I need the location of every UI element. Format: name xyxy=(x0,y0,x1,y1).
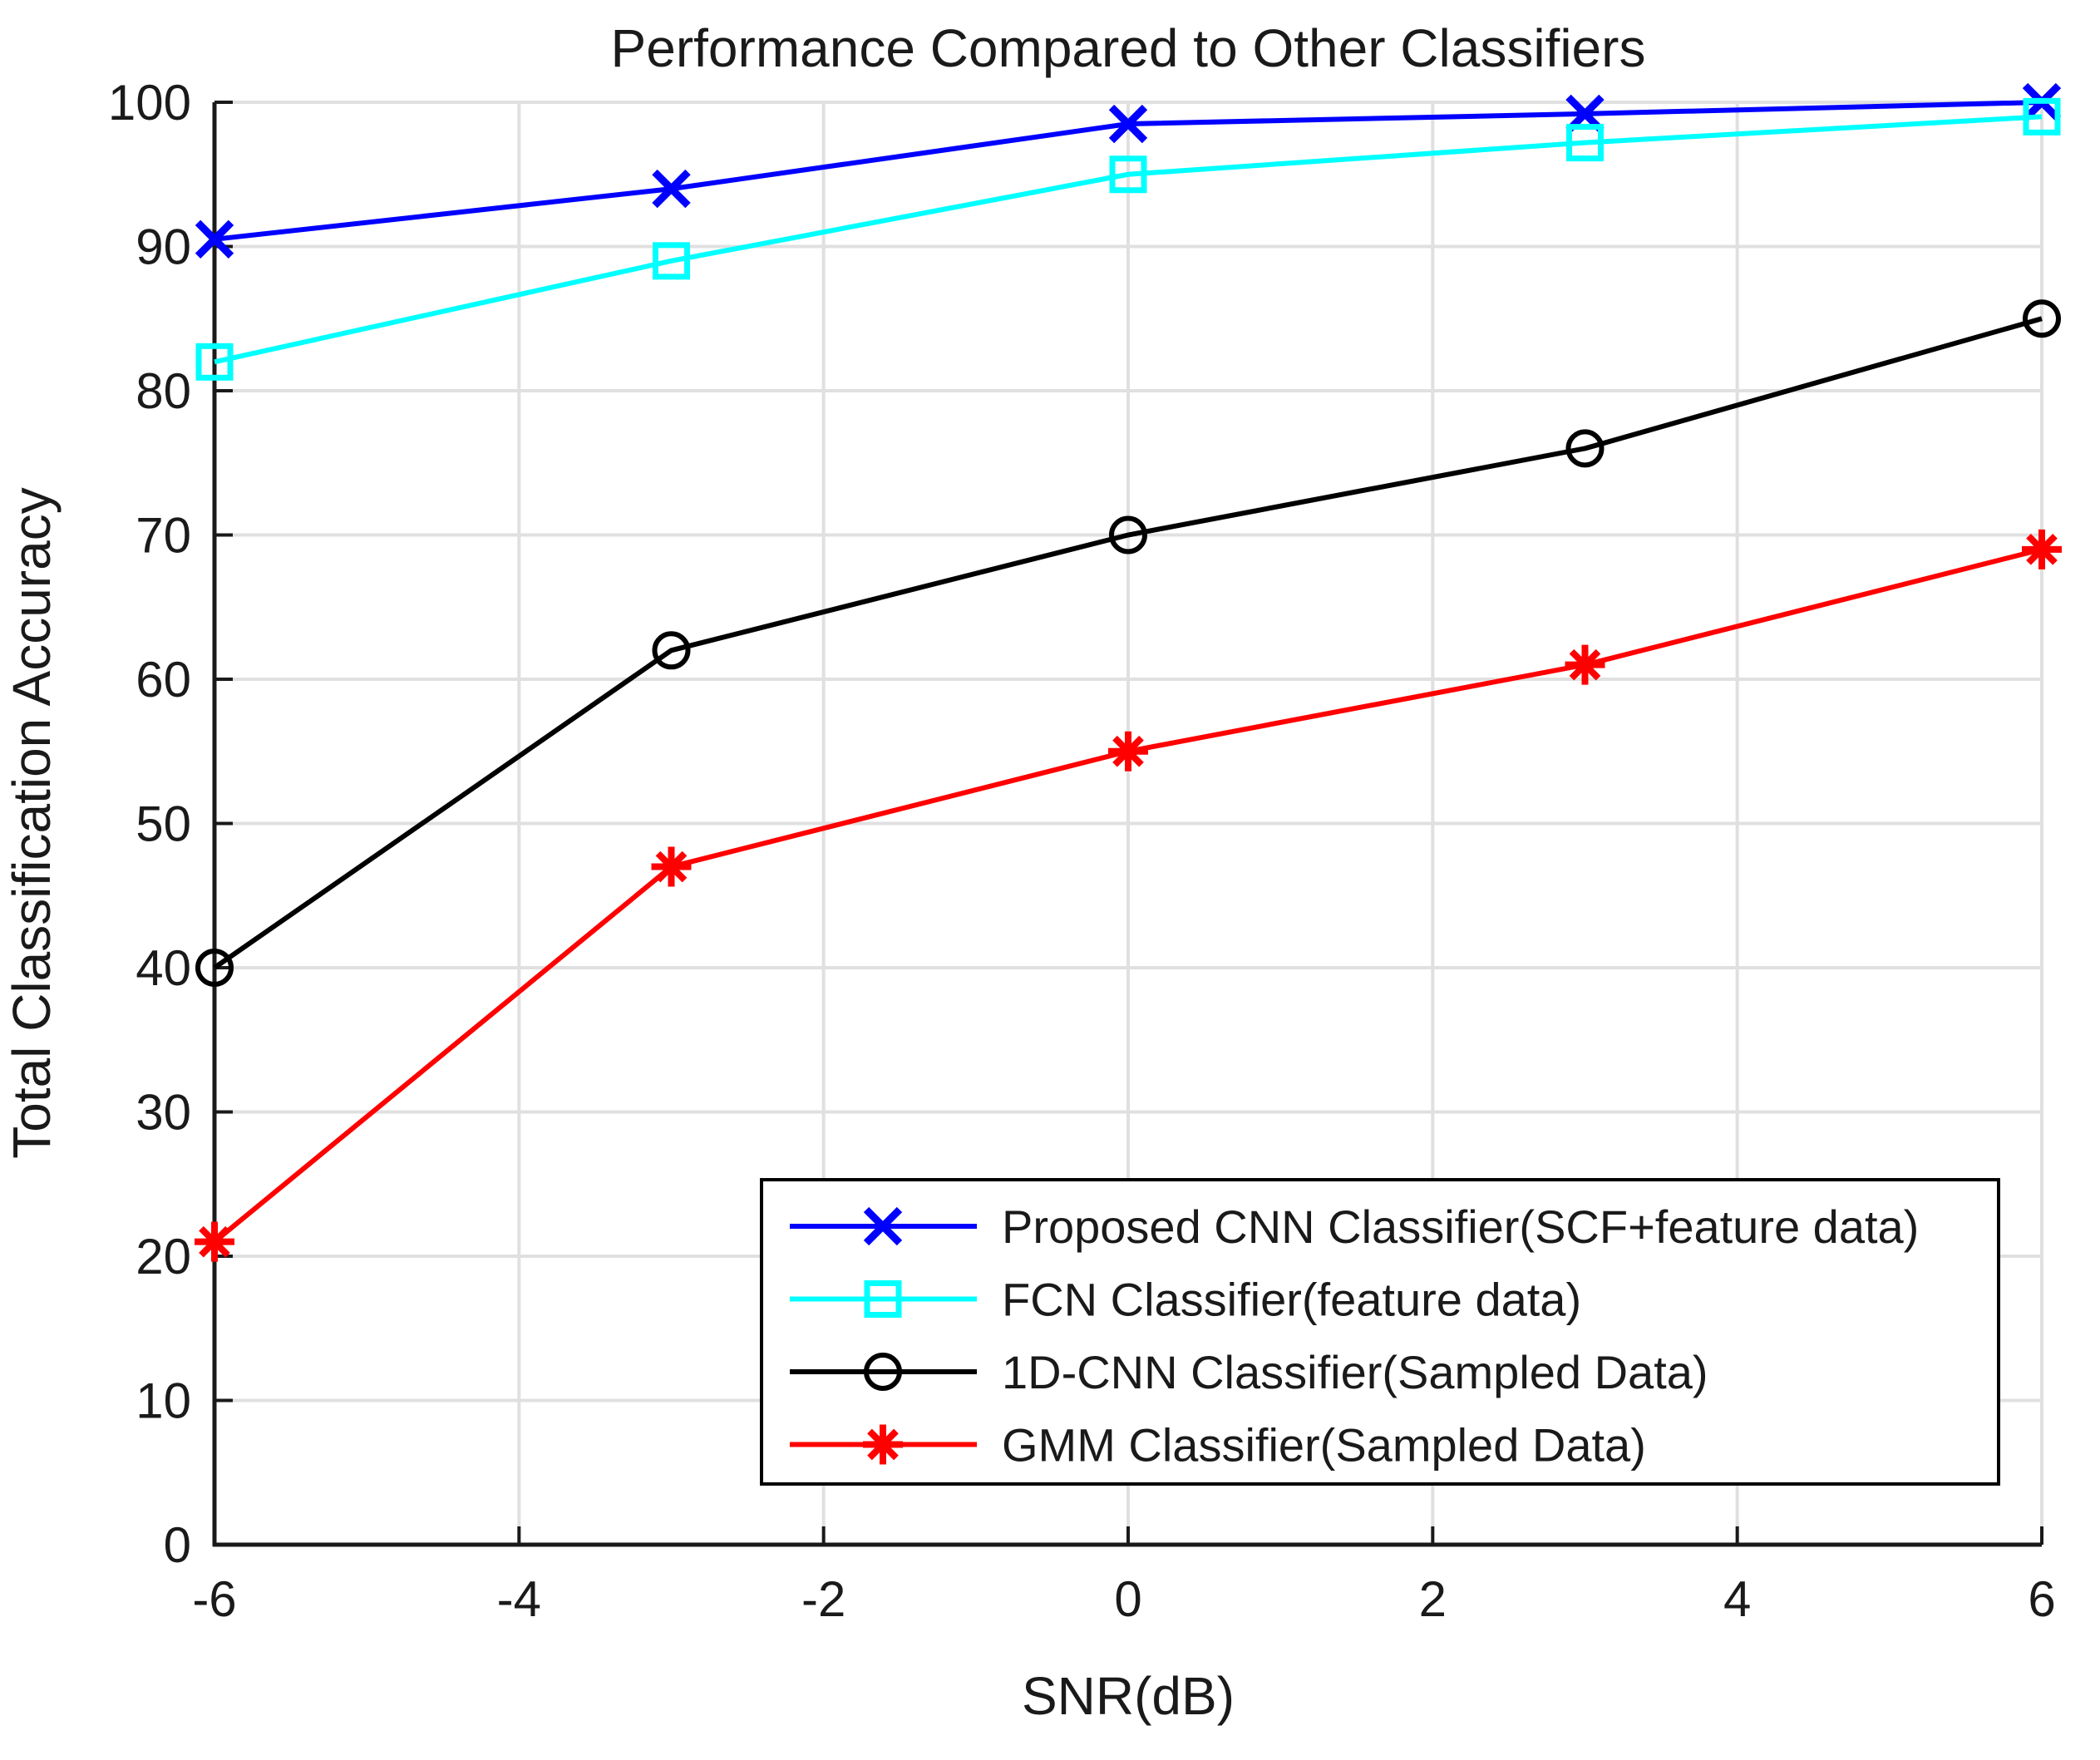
y-tick-label: 40 xyxy=(136,940,191,996)
legend-label: Proposed CNN Classifier(SCF+feature data… xyxy=(1002,1200,1919,1253)
data-point-marker xyxy=(653,242,690,280)
asterisk-marker-glyph xyxy=(1565,644,1605,685)
legend: Proposed CNN Classifier(SCF+feature data… xyxy=(760,1178,2000,1486)
data-point-marker xyxy=(2023,97,2061,136)
legend-label: FCN Classifier(feature data) xyxy=(1002,1274,1581,1326)
legend-entry: Proposed CNN Classifier(SCF+feature data… xyxy=(790,1200,1919,1253)
y-tick-label: 0 xyxy=(164,1517,191,1573)
x-tick-label: 2 xyxy=(1419,1571,1447,1627)
series-line-3 xyxy=(213,316,2043,970)
data-point-marker xyxy=(1109,515,1147,555)
circle-marker-glyph xyxy=(652,631,691,670)
data-point-marker xyxy=(652,169,691,209)
x-axis-label: SNR(dB) xyxy=(1022,1666,1235,1726)
legend-entry: 1D-CNN Classifier(Sampled Data) xyxy=(790,1346,1708,1398)
data-point-marker xyxy=(864,1280,902,1318)
data-point-marker xyxy=(652,631,691,670)
x-marker-glyph xyxy=(863,1206,903,1246)
circle-marker-glyph xyxy=(2023,299,2061,338)
data-point-marker xyxy=(651,846,692,887)
square-marker-glyph xyxy=(1109,155,1147,194)
legend-entry: FCN Classifier(feature data) xyxy=(790,1274,1581,1326)
legend-box xyxy=(760,1178,2000,1486)
x-tick-label: 6 xyxy=(2028,1571,2055,1627)
data-point-marker xyxy=(863,1206,903,1246)
asterisk-marker-glyph xyxy=(2022,529,2062,569)
x-tick-label: -2 xyxy=(801,1571,845,1627)
x-tick-label: 4 xyxy=(1723,1571,1751,1627)
circle-marker-glyph xyxy=(1109,515,1147,555)
asterisk-marker-glyph xyxy=(651,846,692,887)
data-point-marker xyxy=(1565,644,1605,685)
square-marker-glyph xyxy=(864,1280,902,1318)
y-tick-label: 20 xyxy=(136,1229,191,1284)
x-tick-label: -4 xyxy=(497,1571,541,1627)
data-point-marker xyxy=(863,1424,903,1465)
y-tick-label: 60 xyxy=(136,652,191,707)
data-point-marker xyxy=(1108,104,1148,144)
data-point-marker xyxy=(1566,124,1604,162)
y-tick-label: 30 xyxy=(136,1085,191,1141)
circle-marker-glyph xyxy=(1565,429,1605,468)
legend-label: 1D-CNN Classifier(Sampled Data) xyxy=(1002,1346,1708,1398)
data-point-marker xyxy=(1108,731,1148,772)
data-point-marker xyxy=(2022,529,2062,569)
series-group xyxy=(195,82,2062,1262)
asterisk-marker-glyph xyxy=(1108,731,1148,772)
data-point-marker xyxy=(864,1353,902,1391)
x-marker-glyph xyxy=(652,169,691,209)
asterisk-marker-glyph xyxy=(195,1221,234,1262)
y-tick-label: 90 xyxy=(136,219,191,275)
y-axis-label: Total Classification Accuracy xyxy=(2,487,62,1158)
chart-title: Performance Compared to Other Classifier… xyxy=(611,18,1646,78)
legend-label: GMM Classifier(Sampled Data) xyxy=(1002,1419,1646,1472)
square-marker-glyph xyxy=(653,242,690,280)
square-marker-glyph xyxy=(1566,124,1604,162)
series-line-2 xyxy=(214,114,2043,365)
legend-entry: GMM Classifier(Sampled Data) xyxy=(790,1419,1646,1472)
y-tick-label: 80 xyxy=(136,363,191,419)
x-marker-glyph xyxy=(195,219,234,259)
square-marker-glyph xyxy=(195,343,234,381)
data-point-marker xyxy=(195,219,234,259)
y-tick-label: 70 xyxy=(136,508,191,564)
data-point-marker xyxy=(1109,155,1147,194)
circle-marker-glyph xyxy=(195,949,234,987)
data-point-marker xyxy=(1565,429,1605,468)
asterisk-marker-glyph xyxy=(863,1424,903,1465)
data-point-marker xyxy=(2023,299,2061,338)
data-point-marker xyxy=(195,949,234,987)
y-tick-label: 10 xyxy=(136,1373,191,1429)
circle-marker-glyph xyxy=(864,1353,902,1391)
data-point-marker xyxy=(195,1221,234,1262)
axes xyxy=(212,101,2043,1547)
x-tick-label: -6 xyxy=(192,1571,236,1627)
x-marker-glyph xyxy=(1108,104,1148,144)
y-tick-label: 100 xyxy=(108,75,191,131)
x-tick-label: 0 xyxy=(1114,1571,1141,1627)
square-marker-glyph xyxy=(2023,97,2061,136)
data-point-marker xyxy=(195,343,234,381)
y-tick-label: 50 xyxy=(136,796,191,852)
